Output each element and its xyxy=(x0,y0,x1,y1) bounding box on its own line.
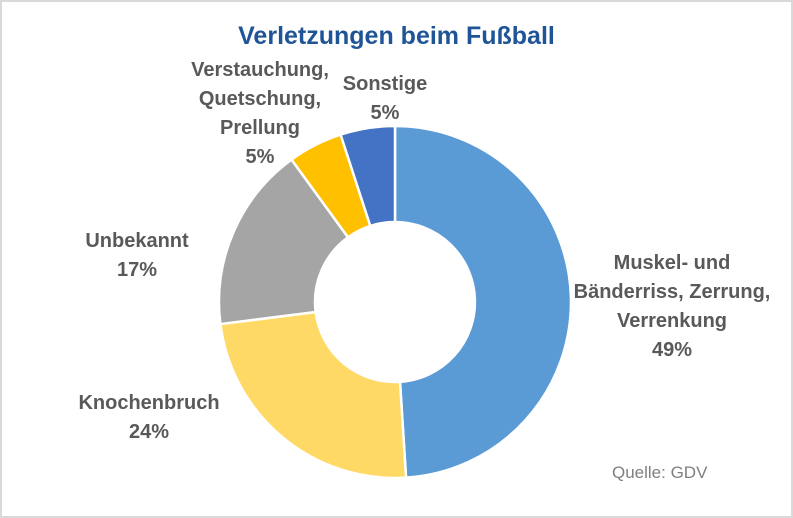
slice-label-sonstige: Sonstige 5% xyxy=(342,73,428,124)
donut-slice-4 xyxy=(339,124,397,228)
slice-label-muskel-baenderriss: Muskel- und Bänderriss, Zerrung, Verrenk… xyxy=(573,252,771,361)
donut-slice-2 xyxy=(217,158,350,326)
slice-label-knochenbruch: Knochenbruch 24% xyxy=(78,392,220,443)
slice-label-verstauchung-quetschung-prellung: Verstauchung, Quetschung, Prellung 5% xyxy=(191,59,329,168)
slice-label-unbekannt: Unbekannt 17% xyxy=(85,230,189,281)
chart-title: Verletzungen beim Fußball xyxy=(238,22,555,50)
source-note: Quelle: GDV xyxy=(612,463,708,482)
donut-slice-0 xyxy=(393,124,573,479)
donut-slice-1 xyxy=(219,310,408,480)
